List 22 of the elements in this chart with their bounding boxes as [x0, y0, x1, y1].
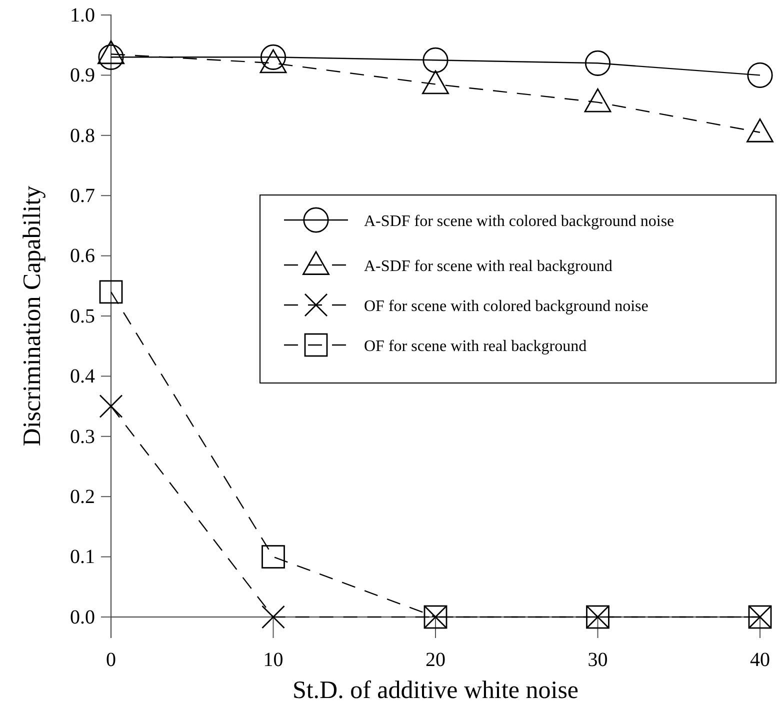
x-tick-label: 0 [106, 649, 116, 672]
x-tick-label: 30 [588, 649, 608, 672]
y-tick-label: 0.8 [70, 124, 95, 147]
legend-label: A-SDF for scene with real background [364, 258, 612, 275]
x-tick-label: 20 [426, 649, 446, 672]
y-tick-label: 0.3 [70, 426, 95, 448]
legend-label: OF for scene with colored background noise [364, 298, 648, 315]
x-axis-title: St.D. of additive white noise [292, 677, 579, 704]
x-tick-label: 10 [263, 649, 284, 672]
y-tick-label: 0.0 [70, 606, 95, 628]
y-tick-label: 0.1 [70, 546, 95, 568]
x-tick-label: 40 [750, 649, 770, 672]
y-tick-label: 0.2 [70, 486, 95, 508]
y-tick-label: 0.9 [70, 64, 95, 87]
y-tick-label: 1.0 [70, 4, 95, 26]
legend-label: OF for scene with real background [364, 338, 587, 355]
legend-label: A-SDF for scene with colored background noise [364, 213, 674, 230]
y-tick-label: 0.7 [70, 185, 95, 207]
y-axis-title: Discrimination Capability [19, 185, 46, 446]
y-tick-label: 0.5 [70, 305, 95, 328]
y-tick-label: 0.4 [70, 366, 95, 388]
y-tick-label: 0.6 [70, 245, 95, 268]
